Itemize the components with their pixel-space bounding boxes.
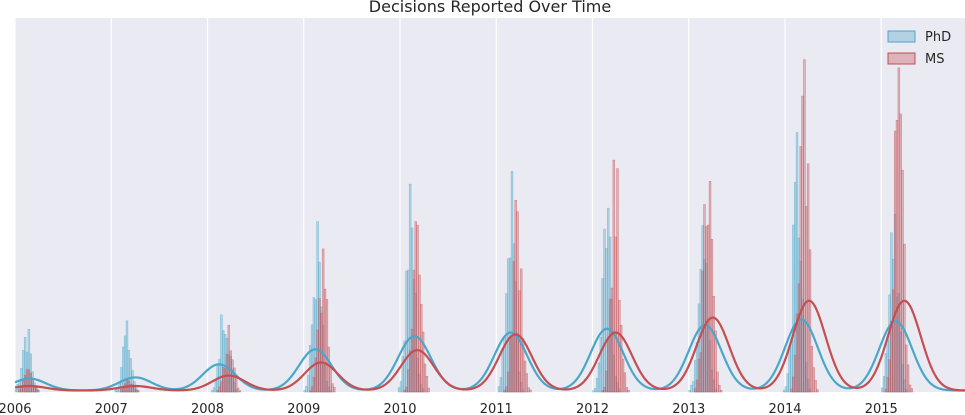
legend-label-phd: PhD: [925, 30, 951, 45]
histogram-bar-ms: [808, 249, 812, 393]
histogram-bar-ms: [716, 371, 719, 393]
histogram-bar-ms: [238, 390, 242, 393]
histogram-bar-ms: [529, 389, 532, 393]
histogram-bar-ms: [236, 387, 240, 393]
histogram-bar-ms: [903, 243, 906, 393]
legend: PhD MS: [887, 30, 951, 67]
histogram-bar-ms: [718, 384, 721, 393]
histogram-bars: [14, 59, 914, 393]
histogram-bar-ms: [616, 168, 619, 393]
x-tick-label: 2010: [383, 402, 416, 415]
x-tick-label: 2011: [480, 402, 513, 415]
histogram-bar-ms: [333, 386, 336, 393]
x-tick-label: 2014: [768, 402, 801, 415]
legend-swatch-phd: [887, 30, 916, 43]
histogram-bar-ms: [427, 387, 430, 393]
x-tick-label: 2013: [672, 402, 705, 415]
histogram-bar-ms: [906, 364, 910, 393]
histogram-bar-ms: [714, 330, 717, 393]
histogram-bar-ms: [719, 390, 723, 393]
density-curve-ms: [14, 299, 965, 392]
x-tick-label: 2012: [576, 402, 609, 415]
histogram-bar-ms: [520, 268, 523, 393]
x-tick-label: 2007: [95, 402, 128, 415]
histogram-bar-ms: [325, 299, 329, 393]
histogram-bar-ms: [36, 389, 40, 393]
histogram-bar-ms: [816, 389, 819, 393]
histogram-bar-ms: [623, 372, 627, 393]
histogram-bar-ms: [814, 380, 817, 393]
x-tick-label: 2008: [191, 402, 224, 415]
histogram-bar-ms: [627, 389, 630, 393]
chart-title: Decisions Reported Over Time: [369, 0, 611, 16]
histogram-bar-ms: [136, 390, 140, 393]
histogram-bar-ms: [525, 373, 529, 393]
density-curves: [14, 299, 965, 392]
histogram-bar-ms: [421, 331, 425, 393]
grid-lines: [14, 18, 882, 392]
x-tick-labels: 2006 2007 2008 2009 2010 2011 2012 2013 2014 2015: [0, 402, 898, 415]
histogram-bar-ms: [910, 388, 914, 393]
legend-label-ms: MS: [925, 52, 944, 67]
legend-swatch-ms: [887, 52, 916, 65]
x-tick-label: 2009: [287, 402, 320, 415]
x-tick-label: 2006: [0, 402, 32, 415]
histogram-bar-ms: [619, 325, 623, 393]
histogram-bar-ms: [625, 387, 628, 393]
histogram-bar-ms: [812, 367, 815, 393]
plot-area: [15, 18, 965, 392]
x-tick-label: 2015: [865, 402, 898, 415]
histogram-bar-ms: [425, 375, 429, 393]
